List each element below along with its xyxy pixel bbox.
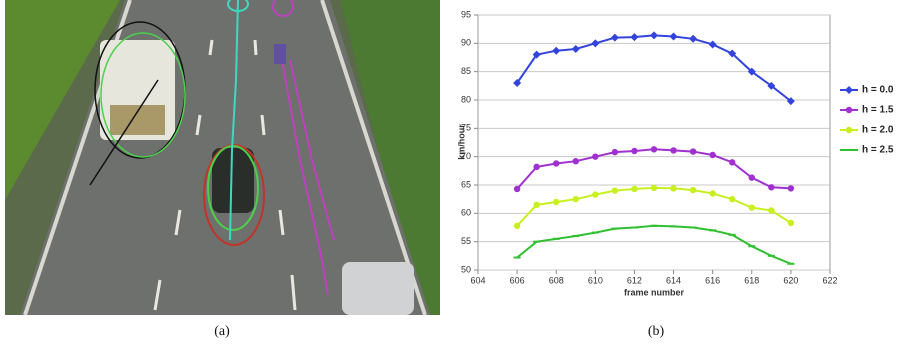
data-point [768,207,774,213]
y-tick-label: 80 [461,94,471,104]
truck-rear [110,105,165,135]
data-point [514,223,520,229]
data-point [729,159,735,165]
data-point [592,153,598,159]
car [342,262,414,315]
data-point [670,147,676,153]
data-point [749,174,755,180]
data-point [592,191,598,197]
x-tick-label: 614 [666,275,681,285]
x-tick-label: 620 [783,275,798,285]
x-tick-label: 622 [822,275,837,285]
data-point [729,196,735,202]
data-point [709,190,715,196]
data-point [690,187,696,193]
data-point [533,164,539,170]
data-point [631,148,637,154]
caption: (b) [648,324,665,339]
data-point [631,186,637,192]
y-tick-label: 50 [461,264,471,274]
x-axis-label: frame number [624,287,685,297]
data-point [768,184,774,190]
data-point [533,202,539,208]
figure: km/hour frame number (a) (b) 50556065707… [0,0,922,347]
data-point [573,158,579,164]
data-point [788,220,794,226]
data-point [670,185,676,191]
x-tick-label: 618 [744,275,759,285]
data-point [788,185,794,191]
y-tick-label: 95 [461,9,471,19]
y-tick-label: 65 [461,179,471,189]
legend-label: h = 2.0 [862,125,894,136]
data-point [553,199,559,205]
y-tick-label: 60 [461,208,471,218]
y-tick-label: 55 [461,236,471,246]
legend-label: h = 2.5 [862,145,894,156]
caption: (a) [214,324,230,339]
y-tick-label: 85 [461,66,471,76]
car [212,148,254,213]
legend-marker [846,107,852,113]
x-tick-label: 610 [588,275,603,285]
x-tick-label: 608 [549,275,564,285]
motorbike [274,44,286,64]
y-tick-label: 70 [461,151,471,161]
plot-area [478,15,830,270]
data-point [573,196,579,202]
x-tick-label: 616 [705,275,720,285]
data-point [612,187,618,193]
data-point [553,160,559,166]
legend-label: h = 0.0 [862,85,894,96]
data-point [749,204,755,210]
x-tick-label: 612 [627,275,642,285]
x-tick-label: 606 [510,275,525,285]
legend-marker [846,127,852,133]
data-point [709,152,715,158]
data-point [612,149,618,155]
data-point [514,186,520,192]
data-point [651,146,657,152]
data-point [690,148,696,154]
data-point [651,185,657,191]
x-tick-label: 604 [470,275,485,285]
figure-canvas: km/hour frame number (a) (b) 50556065707… [0,0,922,347]
y-tick-label: 90 [461,38,471,48]
y-tick-label: 75 [461,123,471,133]
legend-label: h = 1.5 [862,105,894,116]
road-photo [5,0,440,315]
